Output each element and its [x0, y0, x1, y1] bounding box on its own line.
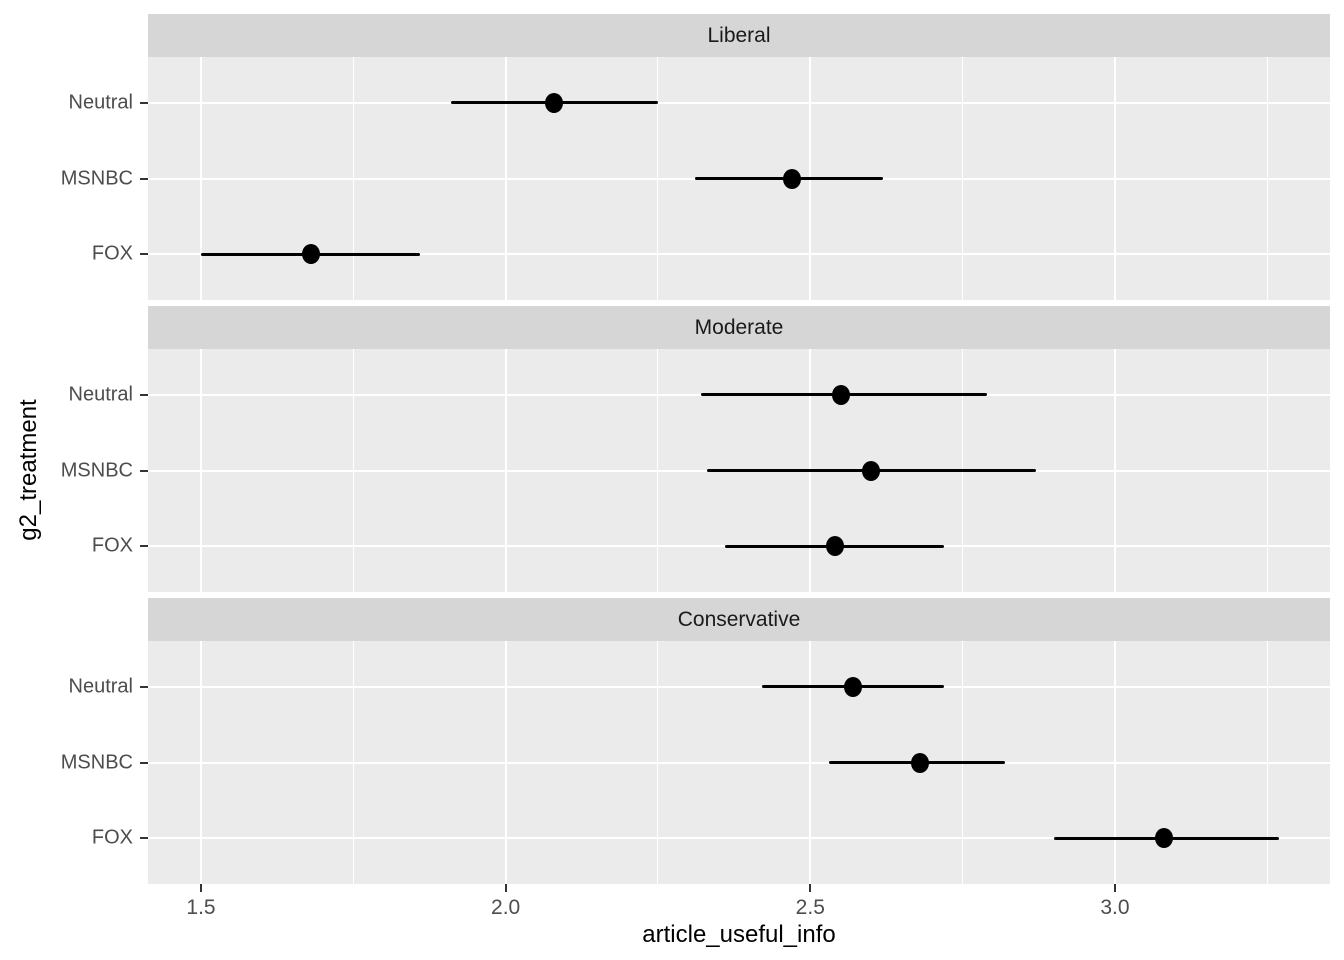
- y-tick-label: MSNBC: [60, 167, 133, 189]
- panel-moderate: [148, 349, 1330, 592]
- facet-strip-label: Conservative: [677, 607, 801, 631]
- facet-strip-liberal: Liberal: [148, 14, 1330, 57]
- y-tick-mark: [140, 685, 148, 688]
- x-tick-mark: [200, 884, 202, 892]
- x-tick-label: 1.5: [186, 896, 216, 919]
- facet-strip-label: Moderate: [694, 315, 784, 339]
- point-fox: [825, 536, 844, 557]
- x-tick-mark: [504, 884, 507, 892]
- panel-liberal: [148, 57, 1330, 300]
- facet-strip-label: Liberal: [707, 23, 771, 47]
- y-tick-mark: [140, 469, 148, 472]
- row-gridline: [148, 685, 1330, 688]
- point-fox: [1154, 828, 1173, 849]
- facet-strip-moderate: Moderate: [148, 306, 1330, 349]
- x-tick-mark: [1113, 884, 1116, 892]
- x-tick-label: 2.0: [491, 896, 521, 919]
- point-neutral: [545, 92, 564, 113]
- y-tick-label: Neutral: [68, 675, 133, 698]
- row-gridline: [148, 837, 1330, 840]
- y-tick-mark: [140, 761, 148, 764]
- y-tick-mark: [140, 253, 148, 256]
- y-tick-mark: [140, 177, 148, 180]
- x-tick-label: 3.0: [1100, 896, 1130, 919]
- point-msnbc: [910, 752, 929, 773]
- y-tick-label: MSNBC: [60, 459, 133, 481]
- facet-strip-conservative: Conservative: [148, 598, 1330, 641]
- panel-conservative: [148, 641, 1330, 884]
- point-fox: [301, 244, 320, 265]
- y-tick-label: MSNBC: [60, 751, 133, 773]
- y-tick-mark: [140, 837, 148, 840]
- y-tick-label: Neutral: [68, 91, 133, 114]
- y-tick-mark: [140, 393, 148, 396]
- y-tick-mark: [140, 545, 148, 548]
- point-neutral: [831, 384, 850, 405]
- y-tick-label: FOX: [91, 242, 133, 265]
- row-gridline: [148, 101, 1330, 104]
- y-tick-mark: [140, 101, 148, 104]
- y-tick-label: FOX: [91, 826, 133, 849]
- row-gridline: [148, 253, 1330, 256]
- x-axis-title: article_useful_info: [642, 921, 836, 948]
- y-tick-label: FOX: [91, 534, 133, 557]
- x-tick-mark: [809, 884, 812, 892]
- point-msnbc: [783, 168, 801, 189]
- y-tick-label: Neutral: [68, 383, 133, 406]
- x-tick-label: 2.5: [795, 896, 825, 919]
- point-msnbc: [862, 460, 881, 481]
- row-gridline: [148, 761, 1330, 764]
- point-neutral: [843, 676, 862, 697]
